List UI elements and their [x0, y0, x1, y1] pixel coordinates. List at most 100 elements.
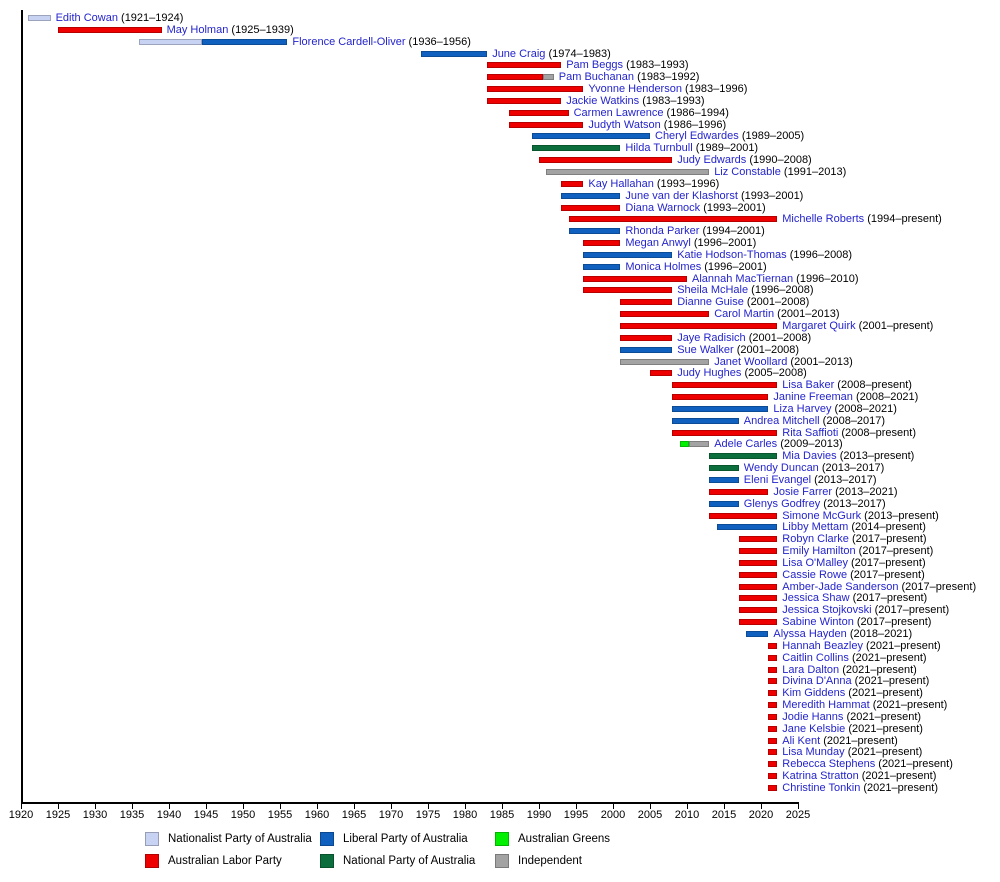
- member-name-link[interactable]: Jessica Shaw: [782, 592, 850, 605]
- member-name-link[interactable]: Florence Cardell-Oliver: [292, 35, 406, 48]
- member-name-link[interactable]: Jaye Radisich: [677, 331, 746, 344]
- member-name-link[interactable]: Judy Hughes: [677, 367, 742, 380]
- member-name-link[interactable]: Sue Walker: [677, 343, 734, 356]
- member-name-link[interactable]: Liz Constable: [714, 165, 781, 178]
- timeline-bar-segment-labor: [738, 559, 778, 566]
- member-label: Ali Kent (2021–present): [782, 735, 898, 747]
- timeline-bar: [561, 204, 621, 211]
- member-name-link[interactable]: Sabine Winton: [782, 616, 854, 629]
- member-name-link[interactable]: Meredith Hammat: [782, 699, 870, 712]
- member-name-link[interactable]: Pam Buchanan: [558, 71, 635, 84]
- timeline-bar-segment-labor: [738, 607, 778, 614]
- member-label: Caitlin Collins (2021–present): [782, 652, 926, 664]
- member-name-link[interactable]: Liza Harvey: [773, 402, 832, 415]
- member-name-link[interactable]: Emily Hamilton: [782, 545, 856, 558]
- member-name-link[interactable]: Glenys Godfrey: [743, 497, 821, 510]
- member-name-link[interactable]: Edith Cowan: [55, 12, 118, 24]
- member-name-link[interactable]: Carol Martin: [714, 308, 775, 321]
- timeline-bar-segment-nationalist: [139, 38, 203, 45]
- member-name-link[interactable]: June van der Klashorst: [625, 189, 738, 202]
- member-dates: (1921–1924): [117, 12, 184, 24]
- member-name-link[interactable]: Divina D'Anna: [782, 675, 852, 688]
- member-name-link[interactable]: Sheila McHale: [677, 284, 749, 297]
- member-label: Lisa Baker (2008–present): [782, 379, 912, 391]
- timeline-bar-segment-independent: [620, 358, 710, 365]
- member-name-link[interactable]: Mia Davies: [782, 450, 837, 463]
- member-name-link[interactable]: Lara Dalton: [782, 663, 840, 676]
- member-name-link[interactable]: Eleni Evangel: [743, 473, 812, 486]
- timeline-bar: [709, 476, 739, 483]
- member-name-link[interactable]: Kim Giddens: [782, 687, 846, 700]
- timeline-bar: [672, 382, 778, 389]
- timeline-bar: [561, 180, 584, 187]
- member-name-link[interactable]: Robyn Clarke: [782, 533, 849, 546]
- member-name-link[interactable]: Jodie Hanns: [782, 710, 844, 723]
- member-name-link[interactable]: Alyssa Hayden: [773, 627, 847, 640]
- member-name-link[interactable]: Andrea Mitchell: [743, 414, 820, 427]
- timeline-bar-segment-liberal: [420, 50, 488, 57]
- member-name-link[interactable]: Monica Holmes: [625, 260, 702, 273]
- member-dates: (2017–present): [855, 545, 934, 558]
- member-name-link[interactable]: May Holman: [166, 23, 229, 36]
- member-name-link[interactable]: Jessica Stojkovski: [782, 604, 872, 617]
- timeline-bar-segment-labor: [768, 654, 778, 661]
- member-name-link[interactable]: Wendy Duncan: [743, 462, 819, 475]
- member-label: Mia Davies (2013–present): [782, 450, 914, 462]
- member-name-link[interactable]: Judyth Watson: [588, 118, 661, 131]
- x-axis-tick: [502, 803, 503, 809]
- member-name-link[interactable]: Amber-Jade Sanderson: [782, 580, 899, 593]
- timeline-bar-segment-liberal: [620, 346, 673, 353]
- member-label: Robyn Clarke (2017–present): [782, 533, 926, 545]
- member-name-link[interactable]: Rhonda Parker: [625, 225, 700, 238]
- member-label: Hannah Beazley (2021–present): [782, 640, 940, 652]
- member-name-link[interactable]: Lisa O'Malley: [782, 556, 848, 569]
- member-name-link[interactable]: Caitlin Collins: [782, 651, 849, 664]
- member-name-link[interactable]: Michelle Roberts: [782, 213, 865, 226]
- timeline-bar-segment-labor: [768, 749, 778, 756]
- member-name-link[interactable]: Adele Carles: [714, 438, 778, 451]
- member-name-link[interactable]: Lisa Munday: [782, 746, 845, 759]
- member-name-link[interactable]: Janine Freeman: [773, 391, 853, 404]
- member-name-link[interactable]: Christine Tonkin: [782, 781, 861, 794]
- member-name-link[interactable]: Judy Edwards: [677, 154, 747, 167]
- member-name-link[interactable]: Megan Anwyl: [625, 237, 691, 250]
- x-axis-tick: [465, 803, 466, 809]
- member-dates: (2013–present): [861, 509, 939, 522]
- timeline-bar: [620, 358, 710, 365]
- legend-label: Australian Greens: [518, 833, 611, 845]
- member-name-link[interactable]: Margaret Quirk: [782, 319, 856, 332]
- timeline-bar-segment-liberal: [583, 251, 673, 258]
- member-name-link[interactable]: Jane Kelsbie: [782, 722, 846, 735]
- member-name-link[interactable]: Hannah Beazley: [782, 639, 863, 652]
- member-name-link[interactable]: Janet Woollard: [714, 355, 788, 368]
- member-name-link[interactable]: Josie Farrer: [773, 485, 833, 498]
- member-name-link[interactable]: Diana Warnock: [625, 201, 701, 214]
- timeline-bar: [768, 784, 778, 791]
- timeline-bar: [768, 654, 778, 661]
- timeline-bar-segment-labor: [672, 429, 778, 436]
- member-name-link[interactable]: Jackie Watkins: [566, 94, 640, 107]
- member-name-link[interactable]: Carmen Lawrence: [573, 106, 664, 119]
- member-dates: (2013–2017): [818, 462, 885, 475]
- member-name-link[interactable]: Rita Saffioti: [782, 426, 839, 439]
- member-name-link[interactable]: Katrina Stratton: [782, 770, 859, 783]
- member-name-link[interactable]: Cheryl Edwardes: [655, 130, 739, 143]
- member-name-link[interactable]: Alannah MacTiernan: [692, 272, 794, 285]
- member-name-link[interactable]: June Craig: [492, 47, 546, 60]
- member-name-link[interactable]: Lisa Baker: [782, 379, 835, 392]
- member-name-link[interactable]: Ali Kent: [782, 734, 821, 747]
- member-name-link[interactable]: Cassie Rowe: [782, 568, 848, 581]
- member-name-link[interactable]: Katie Hodson-Thomas: [677, 248, 787, 261]
- legend-label: Australian Labor Party: [168, 855, 282, 867]
- member-name-link[interactable]: Yvonne Henderson: [588, 83, 682, 96]
- member-name-link[interactable]: Rebecca Stephens: [782, 758, 876, 771]
- timeline-bar: [709, 512, 778, 519]
- member-name-link[interactable]: Pam Beggs: [566, 59, 624, 72]
- x-axis-tick: [613, 803, 614, 809]
- member-name-link[interactable]: Kay Hallahan: [588, 177, 654, 190]
- member-name-link[interactable]: Hilda Turnbull: [625, 142, 693, 155]
- member-name-link[interactable]: Simone McGurk: [782, 509, 862, 522]
- timeline-bar: [768, 702, 778, 709]
- member-name-link[interactable]: Dianne Guise: [677, 296, 744, 309]
- member-name-link[interactable]: Libby Mettam: [782, 521, 849, 534]
